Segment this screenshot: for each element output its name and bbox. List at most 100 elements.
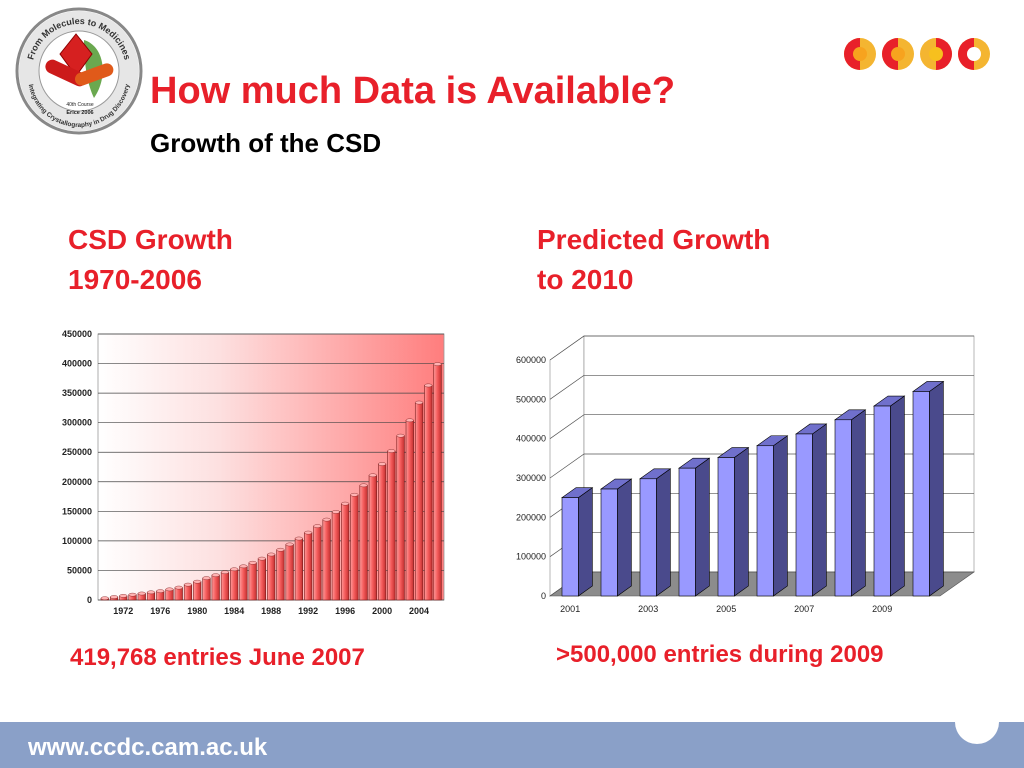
x-tick-label: 2005 [716,604,736,614]
bar-front [756,445,774,597]
bar-top-1979 [183,582,192,587]
bar-top-1984 [230,567,239,572]
bar-top-1998 [359,483,368,488]
gridline [549,374,974,400]
bar-1997 [350,494,359,601]
bar-2005 [424,385,433,601]
footer-circle-decoration [955,700,999,744]
footer-url-link[interactable]: www.ccdc.cam.ac.uk [28,734,268,761]
bar-2001 [561,487,594,597]
bar-2009 [873,395,906,597]
right-caption: >500,000 entries during 2009 [556,641,884,668]
bar-1987 [257,558,267,601]
bar-1991 [294,538,303,601]
ccdc-dots-logo [844,38,990,70]
bar-top-1970 [100,596,109,601]
bar-top-1990 [285,542,294,547]
bar-front [561,497,579,597]
y-tick-label: 100000 [516,552,546,562]
x-tick-label: 1972 [113,606,133,616]
bar-side [734,446,749,597]
bar-1982 [211,574,220,601]
bar-2006 [433,363,442,601]
bar-1985 [239,566,248,601]
bar-side [812,423,827,597]
bar-2002 [600,478,633,597]
bar-2000 [377,463,387,601]
left-heading: CSD Growth 1970-2006 [68,220,233,300]
bar-front [912,391,930,597]
y-tick-label: 0 [87,595,92,605]
bar-top-1974 [137,591,146,596]
bar-2004 [414,402,424,601]
bar-side [929,380,944,597]
x-tick-label: 2001 [560,604,580,614]
bar-2004 [678,457,711,597]
bar-side [656,468,671,597]
bar-2005 [717,446,750,597]
bar-2007 [795,423,828,597]
bar-top-1989 [276,547,285,552]
bar-2008 [834,409,867,597]
bar-2001 [387,450,396,601]
bar-top-1981 [202,576,211,580]
y-tick-label: 400000 [62,359,92,369]
bar-2006 [756,435,789,597]
bar-side [890,395,905,597]
bar-top-1971 [110,595,119,599]
bar-1990 [285,544,294,601]
bar-1993 [313,525,322,601]
bar-top-1982 [211,573,220,577]
bar-1983 [220,571,230,601]
bar-1981 [202,577,211,601]
bar-side [851,409,866,597]
bar-top-1978 [174,585,183,590]
y-tick-label: 300000 [62,418,92,428]
bar-top-1977 [165,587,174,592]
bar-top-1994 [322,517,331,522]
x-tick-label: 2000 [372,606,392,616]
bar-top-1992 [304,530,313,535]
y-tick-label: 200000 [62,477,92,487]
x-tick-label: 1992 [298,606,318,616]
bar-2002 [396,435,405,601]
y-tick-label: 200000 [516,512,546,522]
bar-2010 [912,380,945,597]
footer-bar [0,722,1024,768]
bar-1984 [230,568,239,601]
predicted-growth-chart: 0 100000 200000 300000 400000 500000 600000 200… [516,335,975,614]
bar-top-1995 [331,510,340,514]
bar-side [773,435,788,597]
bar-front [834,419,852,597]
bar-1980 [193,581,202,601]
x-tick-label: 1996 [335,606,355,616]
left-heading-line1: CSD Growth [68,224,233,255]
bar-front [873,405,891,597]
bar-top-1988 [267,552,276,557]
right-heading-line2: to 2010 [537,264,634,295]
bar-top-2006 [433,362,442,366]
bar-top-2000 [378,462,387,466]
y-tick-label: 350000 [62,388,92,398]
bar-top-1993 [313,524,322,528]
bar-top-1983 [220,570,229,575]
logo-course-text: 40th Course [66,102,93,108]
y-tick-label: 0 [541,591,546,601]
y-tick-label: 600000 [516,355,546,365]
y-tick-label: 250000 [62,447,92,457]
right-heading-line1: Predicted Growth [537,224,771,255]
y-tick-label: 100000 [62,536,92,546]
y-tick-label: 50000 [67,565,92,575]
csd-growth-chart: 0 50000 100000 150000 200000 250000 300000 3500… [62,329,445,616]
bar-1996 [341,503,350,601]
bar-top-1973 [128,592,137,597]
x-tick-label: 2009 [872,604,892,614]
bar-top-1980 [193,579,202,584]
bar-front [639,478,657,597]
bar-1986 [248,562,257,601]
bar-1989 [276,549,285,601]
gridline [549,335,974,361]
right-heading: Predicted Growth to 2010 [537,220,770,300]
bar-top-2002 [396,433,405,438]
bar-top-2003 [405,418,414,423]
